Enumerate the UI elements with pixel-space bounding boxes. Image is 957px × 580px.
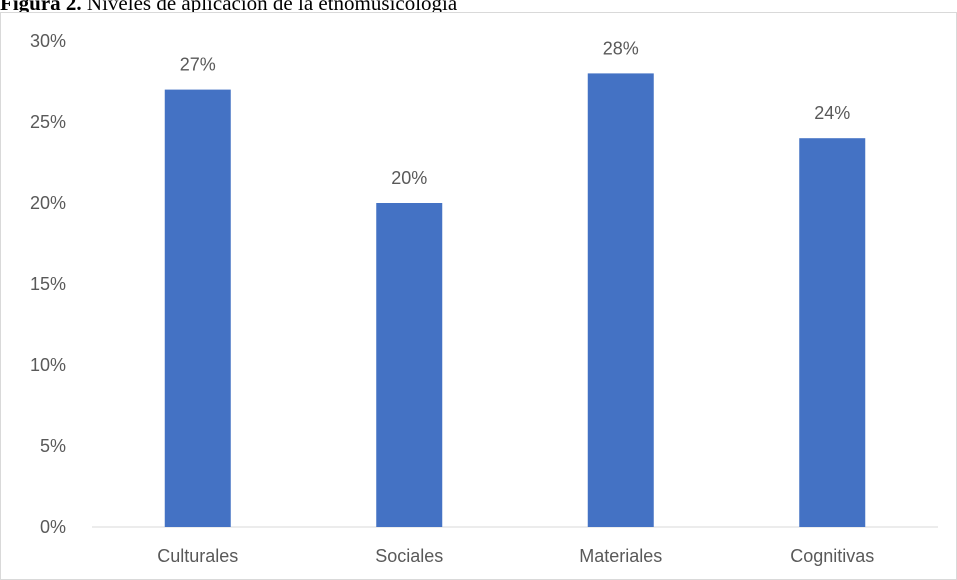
bar-sociales	[376, 203, 443, 527]
y-tick-label: 30%	[30, 31, 66, 51]
x-tick-label: Materiales	[579, 546, 662, 566]
data-label: 27%	[180, 55, 216, 75]
bar-cognitivas	[799, 138, 866, 527]
x-tick-label: Cognitivas	[790, 546, 874, 566]
x-tick-label: Culturales	[157, 546, 238, 566]
data-label: 24%	[814, 103, 850, 123]
y-tick-label: 0%	[40, 517, 66, 537]
data-labels: 27% 20% 28% 24%	[180, 38, 851, 188]
y-tick-label: 15%	[30, 274, 66, 294]
x-axis: Culturales Sociales Materiales Cognitivas	[157, 546, 874, 566]
y-tick-label: 5%	[40, 436, 66, 456]
figure-caption: Figura 2. Niveles de aplicación de la et…	[0, 0, 457, 15]
data-label: 20%	[391, 168, 427, 188]
y-tick-label: 25%	[30, 112, 66, 132]
bars	[164, 73, 866, 528]
figure-title: Niveles de aplicación de la etnomusicolo…	[86, 0, 458, 15]
y-axis: 0% 5% 10% 15% 20% 25% 30%	[30, 31, 66, 537]
bar-culturales	[164, 89, 231, 527]
y-tick-label: 20%	[30, 193, 66, 213]
data-label: 28%	[603, 38, 639, 58]
chart-frame	[0, 12, 957, 580]
bar-materiales	[587, 73, 654, 528]
y-tick-label: 10%	[30, 355, 66, 375]
figure-label: Figura 2.	[0, 0, 82, 15]
x-tick-label: Sociales	[375, 546, 443, 566]
